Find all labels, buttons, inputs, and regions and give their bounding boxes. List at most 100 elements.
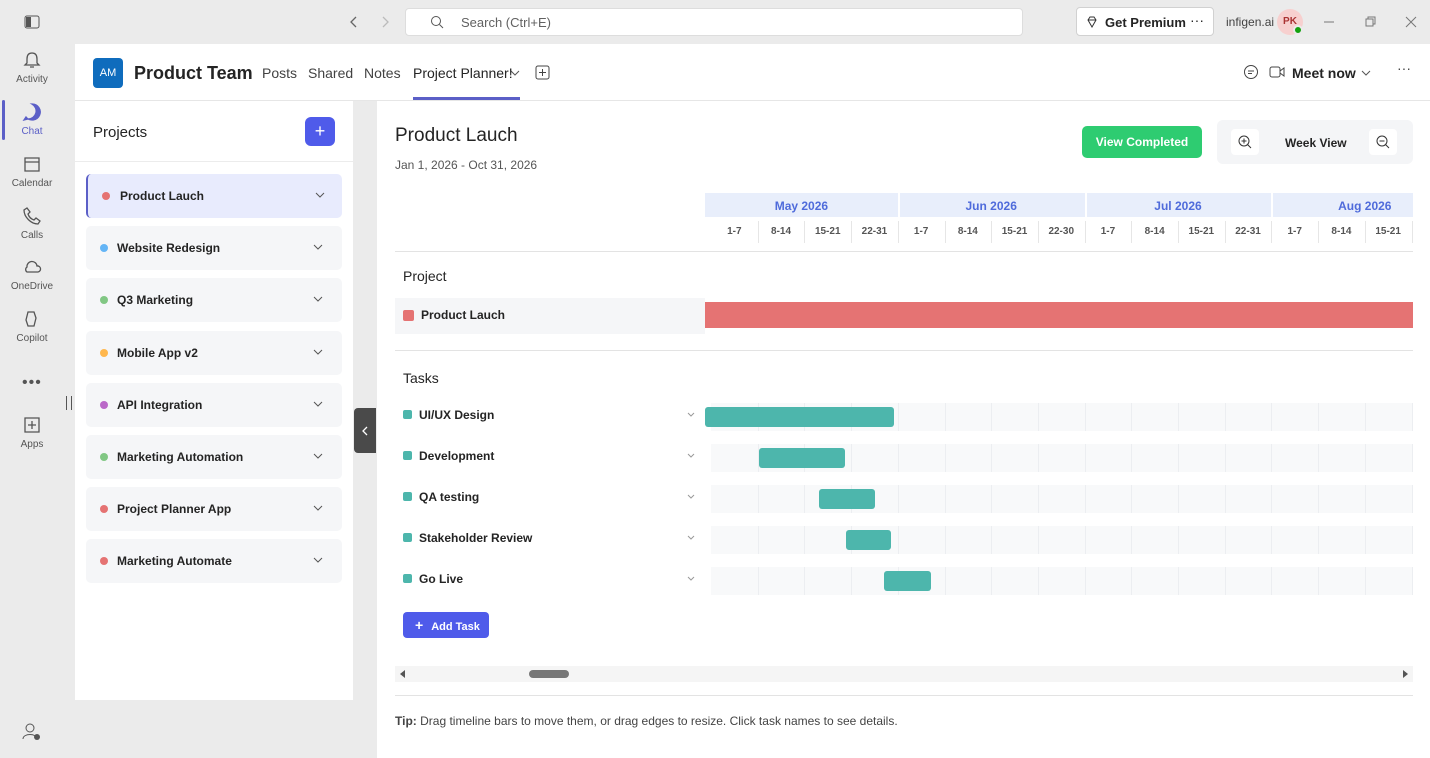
rail-label[interactable]: Chat — [21, 126, 43, 137]
grid-line — [1271, 567, 1273, 595]
view-completed[interactable]: View Completed — [1082, 126, 1202, 158]
week-divider — [804, 221, 806, 243]
task-bar[interactable] — [819, 489, 875, 509]
grid-line — [1178, 444, 1179, 472]
rail-icon[interactable] — [22, 309, 42, 329]
zoom-in[interactable] — [1231, 129, 1259, 155]
task-bar[interactable] — [759, 448, 845, 468]
more-apps[interactable]: ••• — [22, 374, 42, 391]
tab[interactable]: Notes — [364, 65, 401, 81]
grid-line — [851, 444, 853, 472]
rail-label[interactable]: Calls — [20, 230, 44, 241]
rail-icon[interactable] — [22, 257, 42, 277]
rail-label[interactable]: Calendar — [11, 178, 53, 189]
add-tab[interactable] — [535, 65, 550, 80]
grid-line — [944, 567, 946, 595]
task-bar[interactable] — [846, 530, 891, 550]
task-name[interactable]: QA testing — [419, 490, 480, 504]
resize-handle[interactable] — [66, 396, 72, 410]
week-divider — [1178, 221, 1179, 243]
grid-line — [1131, 444, 1133, 472]
project-name[interactable]: Product Lauch — [120, 189, 205, 203]
scrollbar[interactable] — [395, 666, 1413, 682]
rail-icon[interactable] — [22, 206, 42, 226]
week-divider — [1037, 221, 1039, 243]
project-name[interactable]: Website Redesign — [117, 241, 221, 256]
grid-line — [991, 526, 993, 554]
task-chevron[interactable] — [687, 453, 695, 459]
rail-icon[interactable] — [22, 50, 42, 70]
rail-icon[interactable] — [22, 415, 42, 435]
grid-line — [1224, 526, 1226, 554]
week-label: 22-31 — [861, 226, 888, 237]
project-item[interactable]: Product Lauch — [86, 174, 342, 218]
video-icon[interactable] — [1269, 66, 1285, 78]
project-name[interactable]: Q3 Marketing — [117, 293, 194, 308]
project-name[interactable]: API Integration — [117, 397, 203, 412]
project-item[interactable]: Website Redesign — [86, 226, 342, 271]
more-options[interactable]: ··· — [1397, 60, 1411, 76]
back[interactable] — [347, 15, 361, 29]
search-box[interactable]: Search (Ctrl+E) — [405, 8, 1023, 36]
project-name[interactable]: Project Planner App — [117, 502, 232, 517]
tab[interactable]: Project Planner! — [413, 65, 513, 81]
task-name[interactable]: Stakeholder Review — [419, 531, 533, 545]
project-bar[interactable] — [705, 302, 1413, 328]
chat-icon[interactable] — [1243, 64, 1259, 80]
task-bar[interactable] — [884, 571, 931, 591]
task-chevron[interactable] — [687, 412, 695, 418]
zoom-out[interactable] — [1369, 129, 1397, 155]
add-project[interactable]: + — [305, 117, 335, 146]
task-bar[interactable] — [705, 407, 894, 427]
rail-label[interactable]: OneDrive — [10, 281, 54, 292]
task-chevron[interactable] — [687, 535, 695, 541]
minimize[interactable] — [1322, 15, 1336, 29]
grid-line — [1318, 403, 1320, 431]
tip: Tip: Drag timeline bars to move them, or… — [395, 714, 898, 728]
week-divider — [1318, 221, 1320, 243]
project-item[interactable]: Project Planner App — [86, 487, 342, 532]
grid-line — [1411, 526, 1413, 554]
week-divider — [1224, 221, 1226, 243]
task-name[interactable]: Development — [419, 449, 495, 463]
project-item[interactable]: API Integration — [86, 382, 342, 427]
premium-button[interactable]: Get Premium ··· — [1076, 7, 1214, 36]
rail-icon[interactable] — [22, 102, 42, 122]
rail-icon[interactable] — [22, 154, 42, 174]
task-chevron[interactable] — [687, 494, 695, 500]
chevron — [313, 243, 323, 251]
collapse-sidebar[interactable] — [354, 408, 376, 453]
project-name[interactable]: Mobile App v2 — [117, 345, 198, 360]
grid-line — [1364, 567, 1366, 595]
project-item[interactable]: Mobile App v2 — [86, 330, 342, 375]
task-chevron[interactable] — [687, 576, 695, 582]
rail-label[interactable]: Apps — [20, 439, 44, 450]
task-name[interactable]: Go Live — [419, 572, 464, 586]
meet-now[interactable]: Meet now — [1292, 65, 1356, 81]
forward[interactable] — [378, 15, 392, 29]
grid-line — [1364, 403, 1366, 431]
task-name[interactable]: UI/UX Design — [419, 408, 495, 422]
project-name[interactable]: Marketing Automate — [117, 554, 232, 569]
invite-icon[interactable] — [22, 722, 42, 742]
project-item[interactable]: Q3 Marketing — [86, 278, 342, 323]
grid-line — [757, 485, 759, 513]
grid-line — [1318, 485, 1320, 513]
project-row-name[interactable]: Product Lauch — [421, 308, 506, 322]
add-task[interactable]: + Add Task — [403, 612, 489, 638]
project-dot — [100, 348, 108, 357]
week-label: 8-14 — [771, 226, 792, 237]
week-label: 1-7 — [727, 226, 742, 237]
close[interactable] — [1404, 15, 1418, 29]
sidebar-toggle[interactable] — [24, 14, 40, 30]
month-label: Aug 2026 — [1338, 199, 1392, 213]
rail-label[interactable]: Activity — [16, 74, 48, 85]
chevron — [315, 191, 325, 199]
project-name[interactable]: Marketing Automation — [117, 450, 244, 464]
tab[interactable]: Shared — [308, 65, 354, 81]
project-item[interactable]: Marketing Automate — [86, 539, 342, 584]
project-item[interactable]: Marketing Automation — [86, 435, 342, 479]
restore[interactable] — [1363, 15, 1377, 29]
tab[interactable]: Posts — [262, 65, 298, 81]
rail-label[interactable]: Copilot — [16, 333, 48, 344]
